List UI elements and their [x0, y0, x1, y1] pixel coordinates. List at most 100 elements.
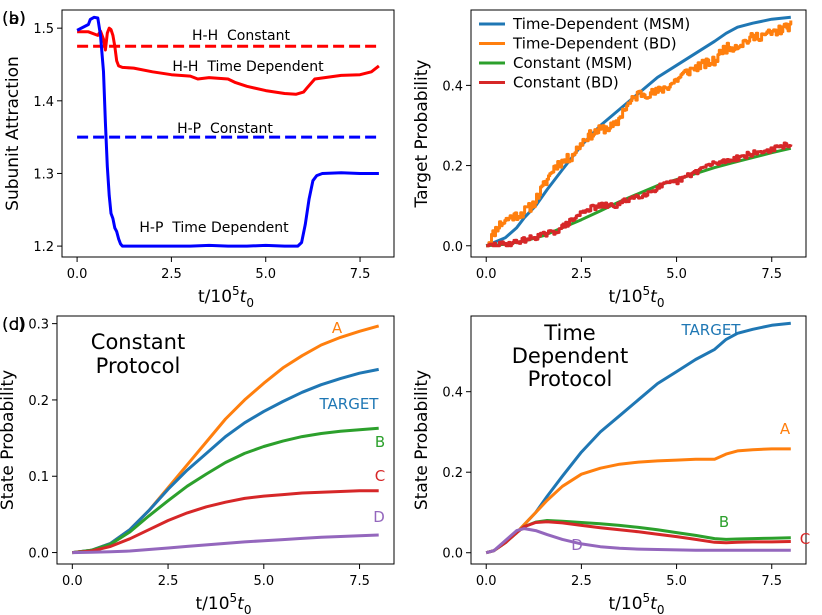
- y-tick-label: 0.2: [442, 466, 463, 481]
- x-tick-label: 5.0: [666, 267, 687, 282]
- series-line-3: [76, 15, 379, 248]
- x-axis-label-tail: t: [650, 287, 658, 307]
- series-line-1: [77, 26, 380, 96]
- x-tick-label: 5.0: [666, 574, 687, 589]
- y-tick-label: 0.2: [28, 394, 49, 409]
- annotation: H-P Time Dependent: [139, 220, 289, 236]
- plot-frame: [470, 9, 807, 258]
- y-tick-label: 0.0: [442, 240, 463, 255]
- y-axis-label: Target Probability: [412, 60, 432, 209]
- y-tick-label: 1.2: [33, 240, 54, 255]
- x-tick-label: 5.0: [253, 574, 274, 589]
- legend-entry: Constant (BD): [513, 74, 619, 92]
- x-axis-label-tail: t: [240, 287, 248, 307]
- y-axis-label: State Probability: [0, 370, 18, 510]
- series-line-3: [72, 489, 379, 555]
- x-axis-label-main: t/10: [198, 287, 232, 307]
- series-line-4: [72, 533, 379, 555]
- x-tick-label: 5.0: [255, 267, 276, 282]
- panel-title-line: Protocol: [528, 367, 613, 391]
- series-label: C: [800, 530, 810, 548]
- legend-entry: Constant (MSM): [513, 54, 632, 72]
- series-line-4: [485, 527, 791, 555]
- x-axis-label: t/105t0: [609, 591, 665, 615]
- legend-entry: Time-Dependent (MSM): [512, 15, 690, 33]
- annotation: H-P Constant: [177, 121, 273, 137]
- series-line-1: [486, 20, 793, 248]
- panel-c: (c) 0.0 2.5 5.0 7.5 0.0 0.1 0.2 0.3 t/105t0 State …: [0, 315, 395, 615]
- series-label: TARGET: [681, 321, 742, 339]
- y-tick-label: 0.0: [442, 547, 463, 562]
- y-tick-label: 0.4: [442, 79, 463, 94]
- panel-title-line: Time: [543, 321, 595, 345]
- x-axis-label: t/105t0: [609, 284, 665, 310]
- y-tick-label: 1.4: [33, 95, 54, 110]
- y-tick-label: 0.4: [442, 386, 463, 401]
- series-label: D: [571, 536, 583, 554]
- plot-frame: [61, 9, 395, 258]
- plot-area: [76, 15, 380, 248]
- x-tick-label: 0.0: [476, 267, 497, 282]
- series-line-3: [486, 141, 793, 248]
- y-tick-label: 0.3: [28, 318, 49, 333]
- x-tick-label: 7.5: [350, 267, 371, 282]
- x-axis-label-main: t/10: [609, 594, 643, 614]
- y-axis-label: Subunit Attraction: [3, 56, 23, 211]
- x-axis-label-sub: 0: [246, 296, 254, 310]
- series-line-0: [485, 15, 791, 248]
- x-tick-label: 2.5: [571, 574, 592, 589]
- x-axis-label-sub: 0: [657, 296, 665, 310]
- x-axis-label-main: t/10: [196, 594, 230, 614]
- x-axis-label-tail: t: [237, 594, 245, 614]
- series-label: TARGET: [319, 395, 380, 413]
- y-axis-label: State Probability: [412, 370, 432, 510]
- annotation: H-H Time Dependent: [172, 59, 324, 75]
- x-tick-label: 0.0: [476, 574, 497, 589]
- plot-frame: [470, 315, 807, 565]
- y-tick-label: 1.5: [33, 22, 54, 37]
- series-label: B: [375, 433, 385, 451]
- plot-area: [485, 321, 791, 555]
- x-tick-label: 2.5: [161, 267, 182, 282]
- x-axis-label-main: t/10: [609, 287, 643, 307]
- annotation: H-H Constant: [192, 28, 290, 44]
- series-line-1: [485, 447, 791, 555]
- x-tick-label: 0.0: [67, 267, 88, 282]
- series-label: A: [332, 319, 343, 337]
- panel-label: (a): [2, 9, 26, 29]
- x-axis-label-sup: 5: [230, 591, 238, 605]
- series-line-1: [72, 367, 379, 555]
- y-tick-label: 0.2: [442, 160, 463, 175]
- x-axis-label: t/105t0: [196, 591, 252, 615]
- plot-frame: [56, 315, 395, 565]
- panel-label: (c): [2, 315, 25, 335]
- panel-title-line: Protocol: [96, 354, 181, 378]
- series-line-2: [72, 426, 379, 555]
- series-label: D: [373, 508, 385, 526]
- panel-title-line: Dependent: [512, 344, 628, 368]
- x-tick-label: 2.5: [571, 267, 592, 282]
- x-axis-label-sub: 0: [244, 603, 252, 615]
- panel-title-line: Constant: [91, 330, 185, 354]
- y-tick-label: 0.1: [28, 470, 49, 485]
- panel-label: (d): [2, 315, 26, 335]
- plot-area: [485, 15, 793, 248]
- legend-entry: Time-Dependent (BD): [512, 35, 677, 53]
- series-label: B: [719, 513, 729, 531]
- plot-area: [72, 324, 380, 555]
- series-label: C: [375, 467, 385, 485]
- legend: Time-Dependent (MSM)Time-Dependent (BD)C…: [479, 15, 690, 92]
- y-tick-label: 1.3: [33, 167, 54, 182]
- x-axis-label-sup: 5: [643, 591, 651, 605]
- panel-a: (a) 0.0 2.5 5.0 7.5 1.2 1.3 1.4 1.5 t/105t0 Subuni…: [2, 9, 395, 310]
- x-tick-label: 7.5: [761, 574, 782, 589]
- x-axis-label-tail: t: [650, 594, 658, 614]
- x-axis-label-sup: 5: [232, 284, 240, 298]
- x-tick-label: 7.5: [349, 574, 370, 589]
- panel-label: (b): [2, 9, 26, 29]
- x-axis-label-sup: 5: [643, 284, 651, 298]
- x-tick-label: 2.5: [158, 574, 179, 589]
